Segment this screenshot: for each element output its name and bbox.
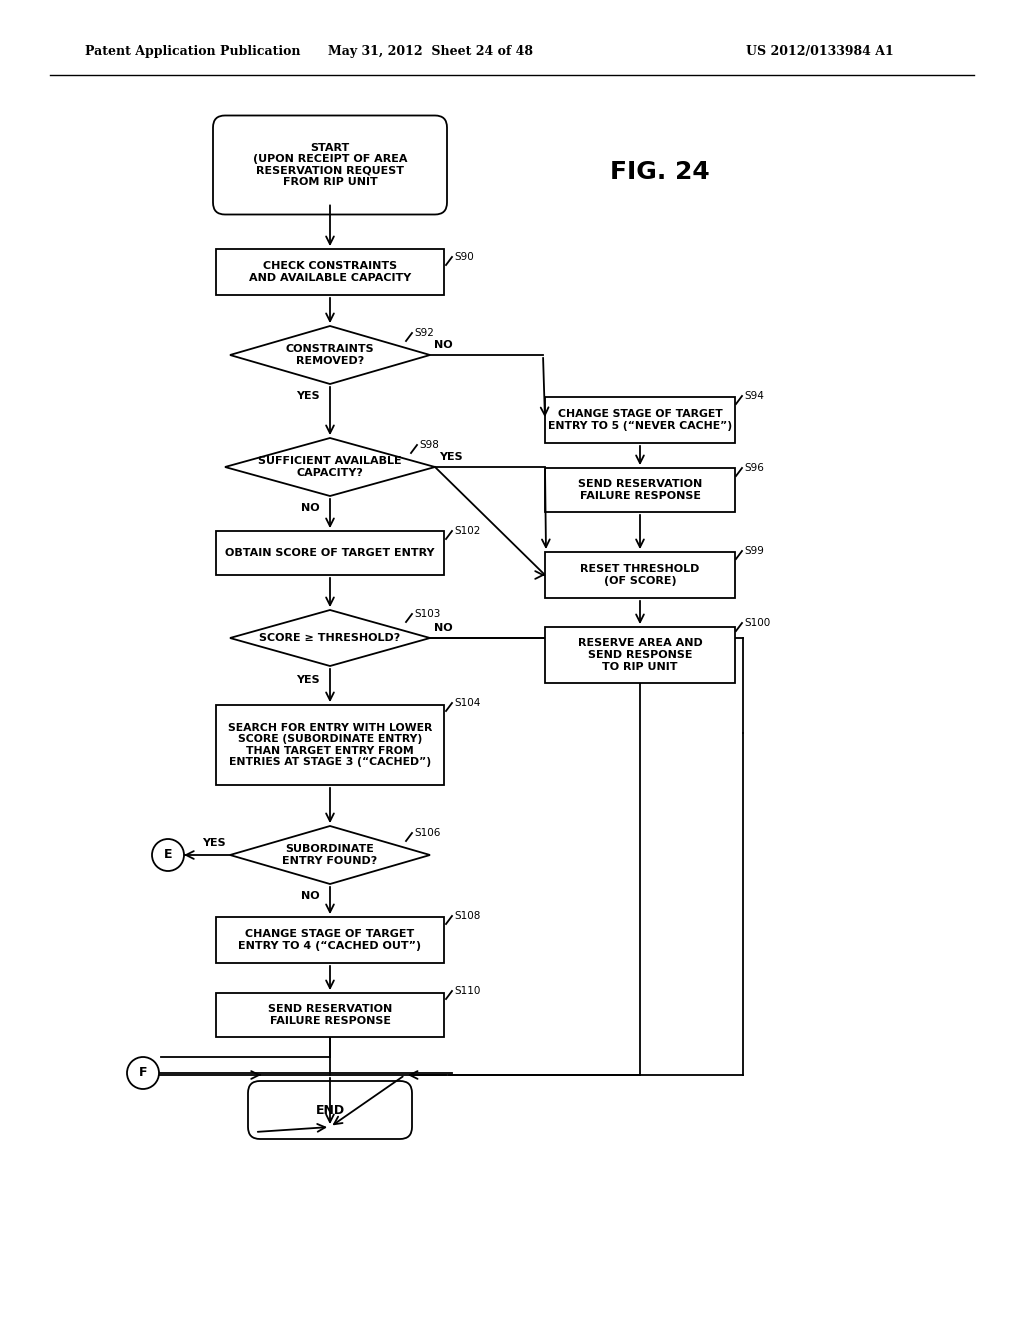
Polygon shape	[230, 826, 430, 884]
Text: SUBORDINATE
ENTRY FOUND?: SUBORDINATE ENTRY FOUND?	[283, 845, 378, 866]
Circle shape	[127, 1057, 159, 1089]
Text: NO: NO	[301, 891, 319, 902]
Text: S108: S108	[454, 911, 480, 921]
Bar	[216, 531, 444, 576]
Text: S103: S103	[414, 609, 440, 619]
Text: NO: NO	[434, 623, 453, 634]
Text: S110: S110	[454, 986, 480, 997]
Text: FIG. 24: FIG. 24	[610, 160, 710, 183]
Text: S96: S96	[744, 463, 764, 473]
Text: S106: S106	[414, 828, 440, 838]
Text: CHANGE STAGE OF TARGET
ENTRY TO 5 (“NEVER CACHE”): CHANGE STAGE OF TARGET ENTRY TO 5 (“NEVE…	[548, 409, 732, 430]
Text: SCORE ≥ THRESHOLD?: SCORE ≥ THRESHOLD?	[259, 634, 400, 643]
Text: CHECK CONSTRAINTS
AND AVAILABLE CAPACITY: CHECK CONSTRAINTS AND AVAILABLE CAPACITY	[249, 261, 411, 282]
Text: CONSTRAINTS
REMOVED?: CONSTRAINTS REMOVED?	[286, 345, 375, 366]
Circle shape	[152, 840, 184, 871]
Text: S92: S92	[414, 327, 434, 338]
Text: S104: S104	[454, 698, 480, 708]
Text: YES: YES	[203, 838, 226, 847]
Text: SEARCH FOR ENTRY WITH LOWER
SCORE (SUBORDINATE ENTRY)
THAN TARGET ENTRY FROM
ENT: SEARCH FOR ENTRY WITH LOWER SCORE (SUBOR…	[227, 722, 432, 767]
Polygon shape	[230, 326, 430, 384]
FancyBboxPatch shape	[213, 116, 447, 214]
Bar	[545, 627, 735, 682]
Text: YES: YES	[296, 391, 319, 401]
Text: YES: YES	[439, 451, 463, 462]
Bar	[216, 705, 444, 785]
Text: US 2012/0133984 A1: US 2012/0133984 A1	[746, 45, 894, 58]
Text: S99: S99	[744, 546, 764, 556]
Bar	[545, 397, 735, 444]
Text: START
(UPON RECEIPT OF AREA
RESERVATION REQUEST
FROM RIP UNIT: START (UPON RECEIPT OF AREA RESERVATION …	[253, 143, 408, 187]
Text: SEND RESERVATION
FAILURE RESPONSE: SEND RESERVATION FAILURE RESPONSE	[578, 479, 702, 500]
Polygon shape	[225, 438, 435, 496]
Text: SEND RESERVATION
FAILURE RESPONSE: SEND RESERVATION FAILURE RESPONSE	[268, 1005, 392, 1026]
Text: OBTAIN SCORE OF TARGET ENTRY: OBTAIN SCORE OF TARGET ENTRY	[225, 548, 435, 558]
FancyBboxPatch shape	[248, 1081, 412, 1139]
Bar	[545, 469, 735, 512]
Text: CHANGE STAGE OF TARGET
ENTRY TO 4 (“CACHED OUT”): CHANGE STAGE OF TARGET ENTRY TO 4 (“CACH…	[239, 929, 422, 950]
Bar	[216, 917, 444, 964]
Text: F: F	[138, 1067, 147, 1080]
Text: NO: NO	[301, 503, 319, 513]
Text: S100: S100	[744, 618, 770, 628]
Text: E: E	[164, 849, 172, 862]
Text: S102: S102	[454, 525, 480, 536]
Bar	[216, 249, 444, 294]
Text: S98: S98	[419, 440, 439, 450]
Text: S90: S90	[454, 252, 474, 261]
Text: SUFFICIENT AVAILABLE
CAPACITY?: SUFFICIENT AVAILABLE CAPACITY?	[258, 457, 401, 478]
Text: Patent Application Publication: Patent Application Publication	[85, 45, 300, 58]
Text: YES: YES	[296, 675, 319, 685]
Text: May 31, 2012  Sheet 24 of 48: May 31, 2012 Sheet 24 of 48	[328, 45, 532, 58]
Text: S94: S94	[744, 391, 764, 401]
Polygon shape	[230, 610, 430, 667]
Bar	[545, 552, 735, 598]
Text: NO: NO	[434, 341, 453, 350]
Text: RESERVE AREA AND
SEND RESPONSE
TO RIP UNIT: RESERVE AREA AND SEND RESPONSE TO RIP UN…	[578, 639, 702, 672]
Bar	[216, 993, 444, 1038]
Text: END: END	[315, 1104, 344, 1117]
Text: RESET THRESHOLD
(OF SCORE): RESET THRESHOLD (OF SCORE)	[581, 564, 699, 586]
